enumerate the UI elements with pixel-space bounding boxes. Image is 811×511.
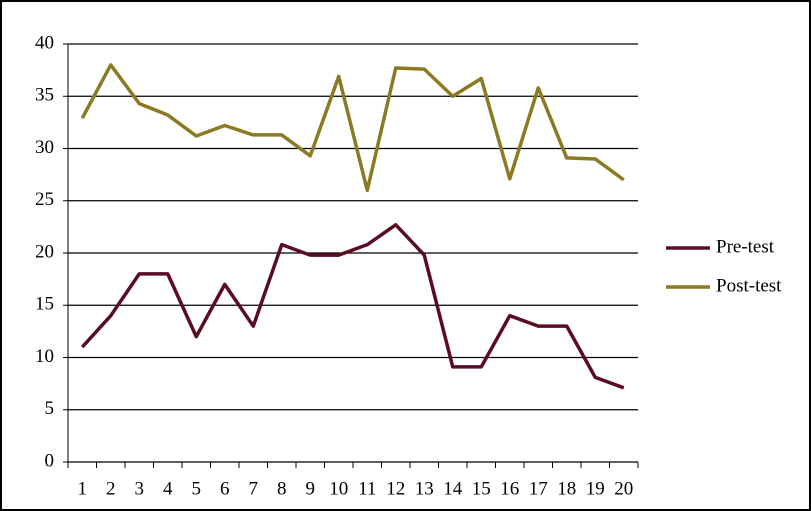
x-tick-label: 14 <box>443 478 463 499</box>
x-tick-label: 8 <box>277 478 287 499</box>
y-tick-label: 25 <box>35 189 54 210</box>
x-tick-label: 15 <box>472 478 491 499</box>
y-tick-label: 20 <box>35 241 54 262</box>
x-tick-label: 7 <box>249 478 259 499</box>
x-tick-label: 11 <box>358 478 376 499</box>
y-tick-label: 0 <box>45 450 55 471</box>
y-tick-label: 10 <box>35 346 54 367</box>
x-tick-label: 1 <box>78 478 88 499</box>
y-tick-label: 5 <box>45 398 55 419</box>
legend-label: Pre-test <box>716 236 775 257</box>
x-tick-label: 4 <box>163 478 173 499</box>
x-tick-label: 12 <box>386 478 405 499</box>
x-tick-label: 10 <box>329 478 348 499</box>
y-tick-label: 30 <box>35 137 54 158</box>
series-line <box>80 223 625 390</box>
x-tick-label: 9 <box>306 478 316 499</box>
y-tick-label: 35 <box>35 85 54 106</box>
x-tick-label: 3 <box>135 478 145 499</box>
x-tick-label: 13 <box>415 478 434 499</box>
x-tick-label: 6 <box>220 478 230 499</box>
x-tick-label: 5 <box>192 478 202 499</box>
x-tick-label: 20 <box>614 478 633 499</box>
x-tick-label: 17 <box>529 478 548 499</box>
legend-label: Post-test <box>716 275 782 296</box>
x-tick-label: 2 <box>106 478 116 499</box>
x-tick-label: 19 <box>586 478 605 499</box>
x-tick-label: 16 <box>500 478 519 499</box>
x-tick-label: 18 <box>557 478 576 499</box>
y-tick-label: 40 <box>35 32 54 53</box>
series-line <box>80 63 625 193</box>
y-tick-label: 15 <box>35 294 54 315</box>
